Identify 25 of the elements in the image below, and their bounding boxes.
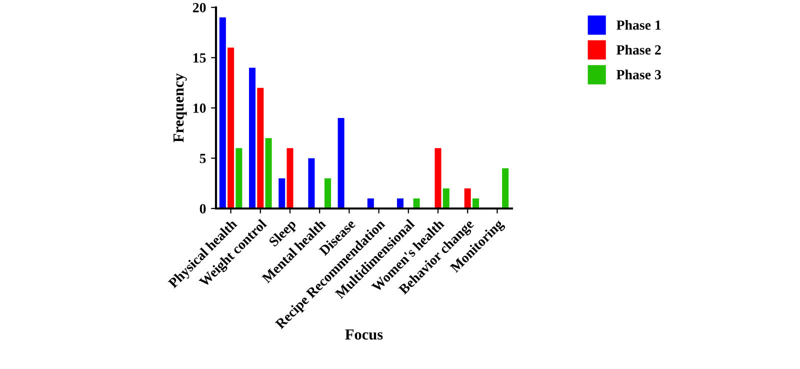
bar [219,17,226,208]
bar [338,118,344,208]
legend-label: Phase 1 [616,20,661,30]
y-tick-label: 10 [194,104,206,113]
bar [249,68,256,208]
x-axis-title: Focus [345,329,383,340]
legend-label: Phase 3 [616,70,661,80]
y-tick-label: 5 [200,154,206,164]
bar [324,178,331,208]
bar [257,88,264,208]
bar [434,148,442,208]
bar [228,48,234,208]
legend-label: Phase 2 [616,44,661,55]
y-tick-label: 15 [194,53,206,63]
bar [265,138,272,208]
bar [464,188,471,208]
y-tick-label: 0 [200,204,206,214]
bar [308,158,315,208]
y-tick-label: 20 [192,2,206,12]
bar [442,188,450,208]
bar [502,168,509,208]
bar [278,178,286,208]
y-axis-title: Frequency [174,73,187,142]
bar [236,148,242,208]
bar [286,148,294,208]
